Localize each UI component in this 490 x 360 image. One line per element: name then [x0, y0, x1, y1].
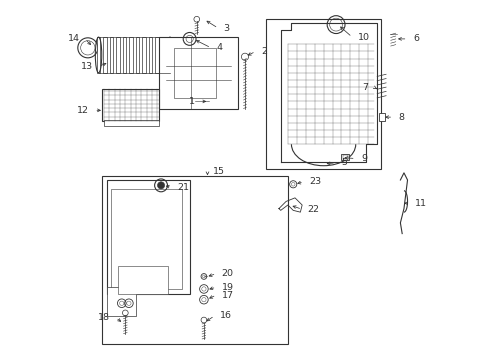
Text: 20: 20: [222, 269, 234, 278]
Bar: [379, 113, 386, 121]
FancyBboxPatch shape: [267, 19, 381, 169]
Text: 10: 10: [358, 33, 369, 42]
Text: 19: 19: [222, 283, 234, 292]
Bar: [136, 37, 139, 73]
Bar: [102, 89, 159, 121]
FancyBboxPatch shape: [102, 176, 288, 344]
Text: 17: 17: [222, 291, 234, 300]
Bar: [111, 189, 182, 289]
Bar: [162, 37, 165, 73]
Bar: [107, 287, 136, 316]
Circle shape: [201, 317, 207, 323]
Bar: [123, 37, 126, 73]
Bar: [97, 37, 100, 73]
Bar: [142, 37, 146, 73]
Text: 8: 8: [398, 113, 405, 122]
Text: 16: 16: [220, 311, 232, 320]
Bar: [149, 37, 152, 73]
Bar: [107, 180, 190, 294]
Text: 1: 1: [189, 97, 195, 106]
Bar: [342, 154, 349, 160]
Circle shape: [194, 17, 199, 22]
Circle shape: [122, 310, 128, 316]
Bar: [104, 120, 159, 126]
Text: 18: 18: [98, 313, 110, 322]
Bar: [173, 48, 217, 98]
Text: 12: 12: [77, 106, 89, 115]
Text: 4: 4: [217, 43, 222, 52]
Text: 21: 21: [177, 183, 189, 192]
Text: 11: 11: [415, 199, 427, 208]
Text: 13: 13: [81, 62, 93, 71]
Bar: [129, 37, 133, 73]
Circle shape: [157, 182, 165, 189]
Bar: [118, 266, 168, 294]
Bar: [103, 37, 107, 73]
Bar: [168, 37, 172, 73]
Text: 14: 14: [68, 35, 79, 44]
Circle shape: [242, 53, 248, 60]
Text: 22: 22: [308, 205, 319, 214]
Text: 7: 7: [362, 83, 368, 92]
Text: 9: 9: [361, 154, 367, 163]
Bar: [116, 37, 120, 73]
Text: 15: 15: [213, 167, 225, 176]
Text: 2: 2: [261, 47, 267, 56]
Bar: [343, 155, 348, 159]
Bar: [159, 37, 238, 109]
Text: 5: 5: [342, 158, 347, 167]
Bar: [110, 37, 113, 73]
Text: 6: 6: [413, 35, 419, 44]
Text: 23: 23: [309, 177, 321, 186]
Text: 3: 3: [223, 24, 230, 33]
Bar: [155, 37, 159, 73]
